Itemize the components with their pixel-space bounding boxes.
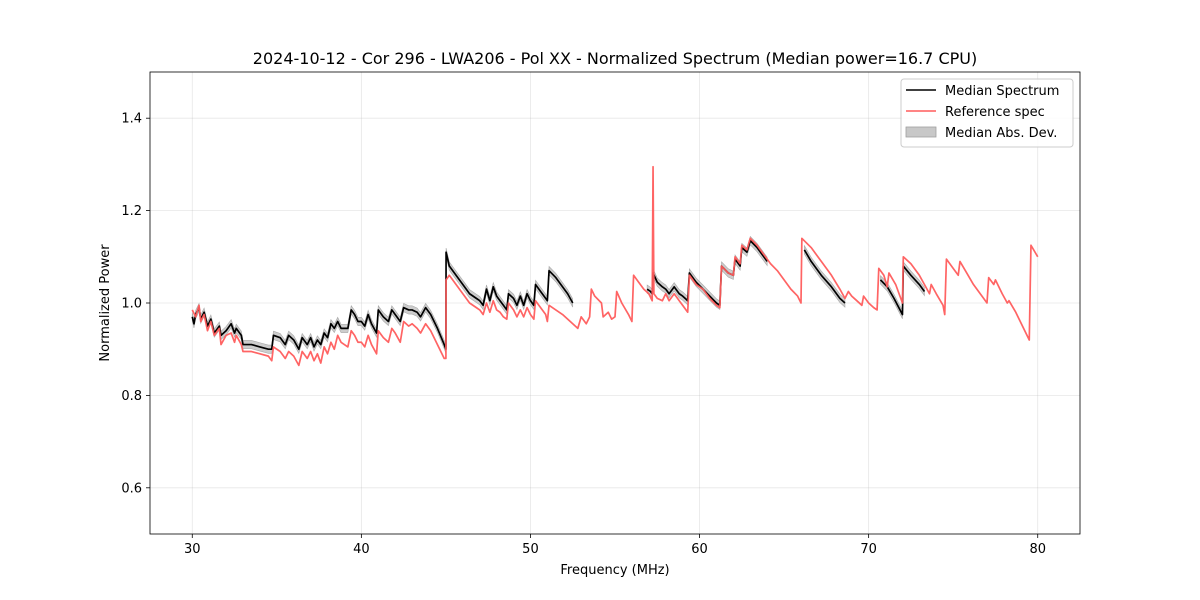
x-tick-label: 40 xyxy=(353,542,370,557)
y-tick-label: 1.0 xyxy=(121,297,142,312)
tick-layer: 30 40 50 60 70 80 0.6 0.8 1.0 1.2 1.4 xyxy=(121,112,1046,557)
reference-spectrum-line xyxy=(191,165,1039,367)
x-tick-label: 60 xyxy=(691,542,708,557)
legend-reference-label: Reference spec xyxy=(945,105,1045,120)
x-tick-label: 80 xyxy=(1029,542,1046,557)
series-layer xyxy=(191,165,1039,367)
mad-band-area xyxy=(880,261,925,319)
legend-median-label: Median Spectrum xyxy=(945,84,1059,99)
x-tick-label: 70 xyxy=(860,542,877,557)
median-spectrum-line xyxy=(803,249,846,304)
x-axis-title: Frequency (MHz) xyxy=(560,563,669,578)
x-tick-label: 30 xyxy=(184,542,201,557)
y-axis-title: Normalized Power xyxy=(98,244,113,362)
legend-mad-swatch xyxy=(905,126,937,138)
mad-band-area xyxy=(191,247,574,355)
y-tick-label: 0.8 xyxy=(121,389,142,404)
median-spectrum-line xyxy=(191,251,574,351)
y-tick-label: 0.6 xyxy=(121,481,142,496)
x-tick-label: 50 xyxy=(522,542,539,557)
legend-box xyxy=(900,78,1074,148)
y-tick-label: 1.4 xyxy=(121,112,142,127)
legend: Median Spectrum Reference spec Median Ab… xyxy=(900,78,1074,148)
y-tick-label: 1.2 xyxy=(121,204,142,219)
legend-mad-label: Median Abs. Dev. xyxy=(945,126,1057,141)
chart-title: 2024-10-12 - Cor 296 - LWA206 - Pol XX -… xyxy=(253,49,977,68)
